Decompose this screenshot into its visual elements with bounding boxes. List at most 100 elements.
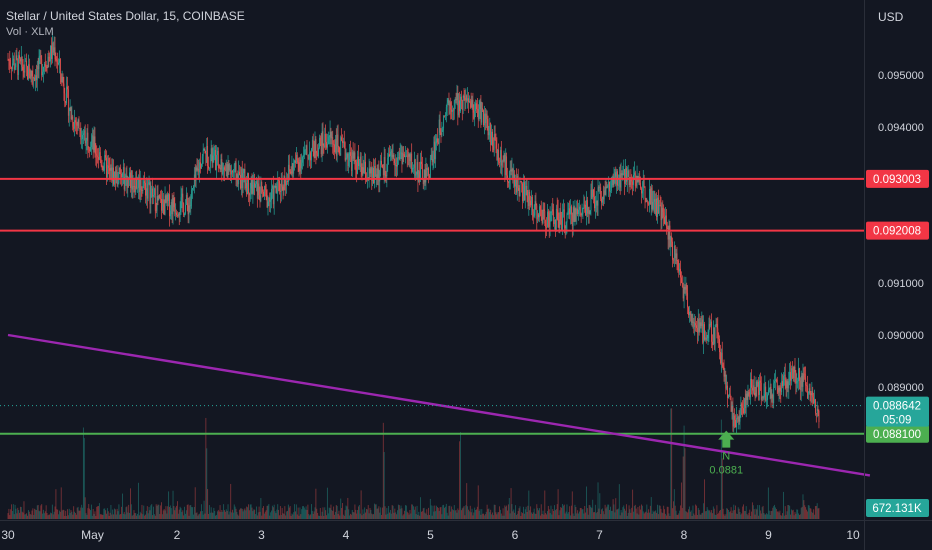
volume-bar (285, 515, 287, 519)
candle-body (476, 103, 477, 110)
volume-bar (286, 511, 288, 519)
candle-body (670, 236, 672, 247)
candle-body (181, 193, 183, 198)
volume-bar (94, 511, 96, 519)
candle-body (497, 150, 499, 161)
volume-bar (568, 511, 570, 519)
volume-bar (639, 505, 641, 519)
volume-bar (440, 507, 442, 519)
volume-bar (43, 509, 44, 519)
volume-bar (315, 488, 317, 519)
candle-body (406, 155, 408, 157)
candle-body (317, 155, 319, 157)
volume-bar (495, 512, 497, 519)
candle-body (25, 61, 27, 62)
volume-bar (594, 512, 595, 519)
volume-bar (748, 512, 750, 519)
volume-bar (685, 511, 687, 519)
volume-bar (481, 509, 483, 519)
volume-bar (120, 513, 122, 519)
candle-body (129, 172, 130, 179)
volume-bar (64, 515, 66, 519)
candle-body (472, 99, 474, 113)
candle-body (193, 186, 194, 189)
candle-body (443, 115, 445, 129)
volume-bar (303, 506, 304, 519)
candle-body (255, 183, 256, 188)
volume-bar (66, 515, 68, 519)
volume-bar (544, 490, 546, 519)
volume-bar (185, 513, 186, 519)
volume-bar (545, 512, 547, 519)
candle-body (450, 102, 452, 110)
volume-bar (183, 515, 185, 519)
candle-body (80, 131, 82, 140)
candle-body (694, 323, 696, 327)
volume-bar (338, 510, 340, 519)
volume-bar (239, 509, 241, 519)
candle-body (750, 378, 752, 398)
candle-body (340, 137, 342, 156)
candle-body (248, 193, 250, 196)
candle-body (551, 209, 553, 212)
volume-bar (224, 510, 225, 519)
candle-body (140, 179, 142, 191)
volume-bar (218, 511, 220, 519)
volume-bar (215, 515, 217, 519)
candle-body (547, 211, 548, 228)
volume-bar (68, 508, 70, 519)
volume-bar (19, 512, 20, 519)
candle-body (152, 188, 154, 197)
candle-body (587, 207, 589, 214)
volume-bar (767, 487, 769, 519)
candle-body (575, 208, 577, 215)
volume-legend[interactable]: Vol · XLM (6, 26, 54, 38)
volume-bar (27, 515, 28, 519)
volume-bar (365, 512, 367, 519)
candle-body (436, 138, 437, 144)
volume-bar (507, 504, 509, 519)
candle-body (319, 137, 321, 142)
candle-body (586, 200, 587, 216)
candle-body (417, 162, 419, 182)
volume-bar (661, 512, 663, 519)
symbol-title[interactable]: Stellar / United States Dollar, 15, COIN… (6, 9, 245, 23)
candle-body (477, 109, 479, 120)
candle-body (539, 206, 541, 210)
volume-bar (784, 506, 786, 519)
candle-body (39, 55, 41, 57)
volume-bar (386, 508, 388, 519)
candle-body (226, 163, 228, 177)
volume-bar (365, 509, 367, 519)
candle-body (563, 209, 564, 212)
volume-bar (520, 515, 522, 519)
volume-bar (412, 504, 414, 519)
volume-bar (702, 512, 704, 519)
volume-bar (122, 493, 123, 519)
volume-bar (621, 512, 623, 519)
volume-bar (332, 510, 334, 519)
candle-body (166, 194, 168, 203)
candle-body (738, 416, 740, 422)
candle-body (697, 319, 699, 333)
candle-body (204, 149, 206, 153)
candle-body (509, 169, 511, 180)
candle-body (636, 176, 638, 186)
candle-body (229, 169, 231, 171)
candle-body (75, 122, 77, 125)
candle-body (61, 76, 63, 83)
candle-body (531, 196, 532, 206)
volume-bar (329, 508, 331, 519)
candle-body (797, 381, 799, 382)
candle-body (599, 187, 601, 189)
candle-body (16, 55, 18, 59)
volume-bar (720, 509, 721, 519)
volume-bar (655, 510, 657, 519)
candle-body (222, 171, 224, 174)
volume-bar (521, 512, 523, 519)
candle-body (51, 42, 53, 59)
candle-body (514, 174, 516, 187)
volume-bar (727, 510, 729, 519)
candle-body (532, 211, 534, 217)
